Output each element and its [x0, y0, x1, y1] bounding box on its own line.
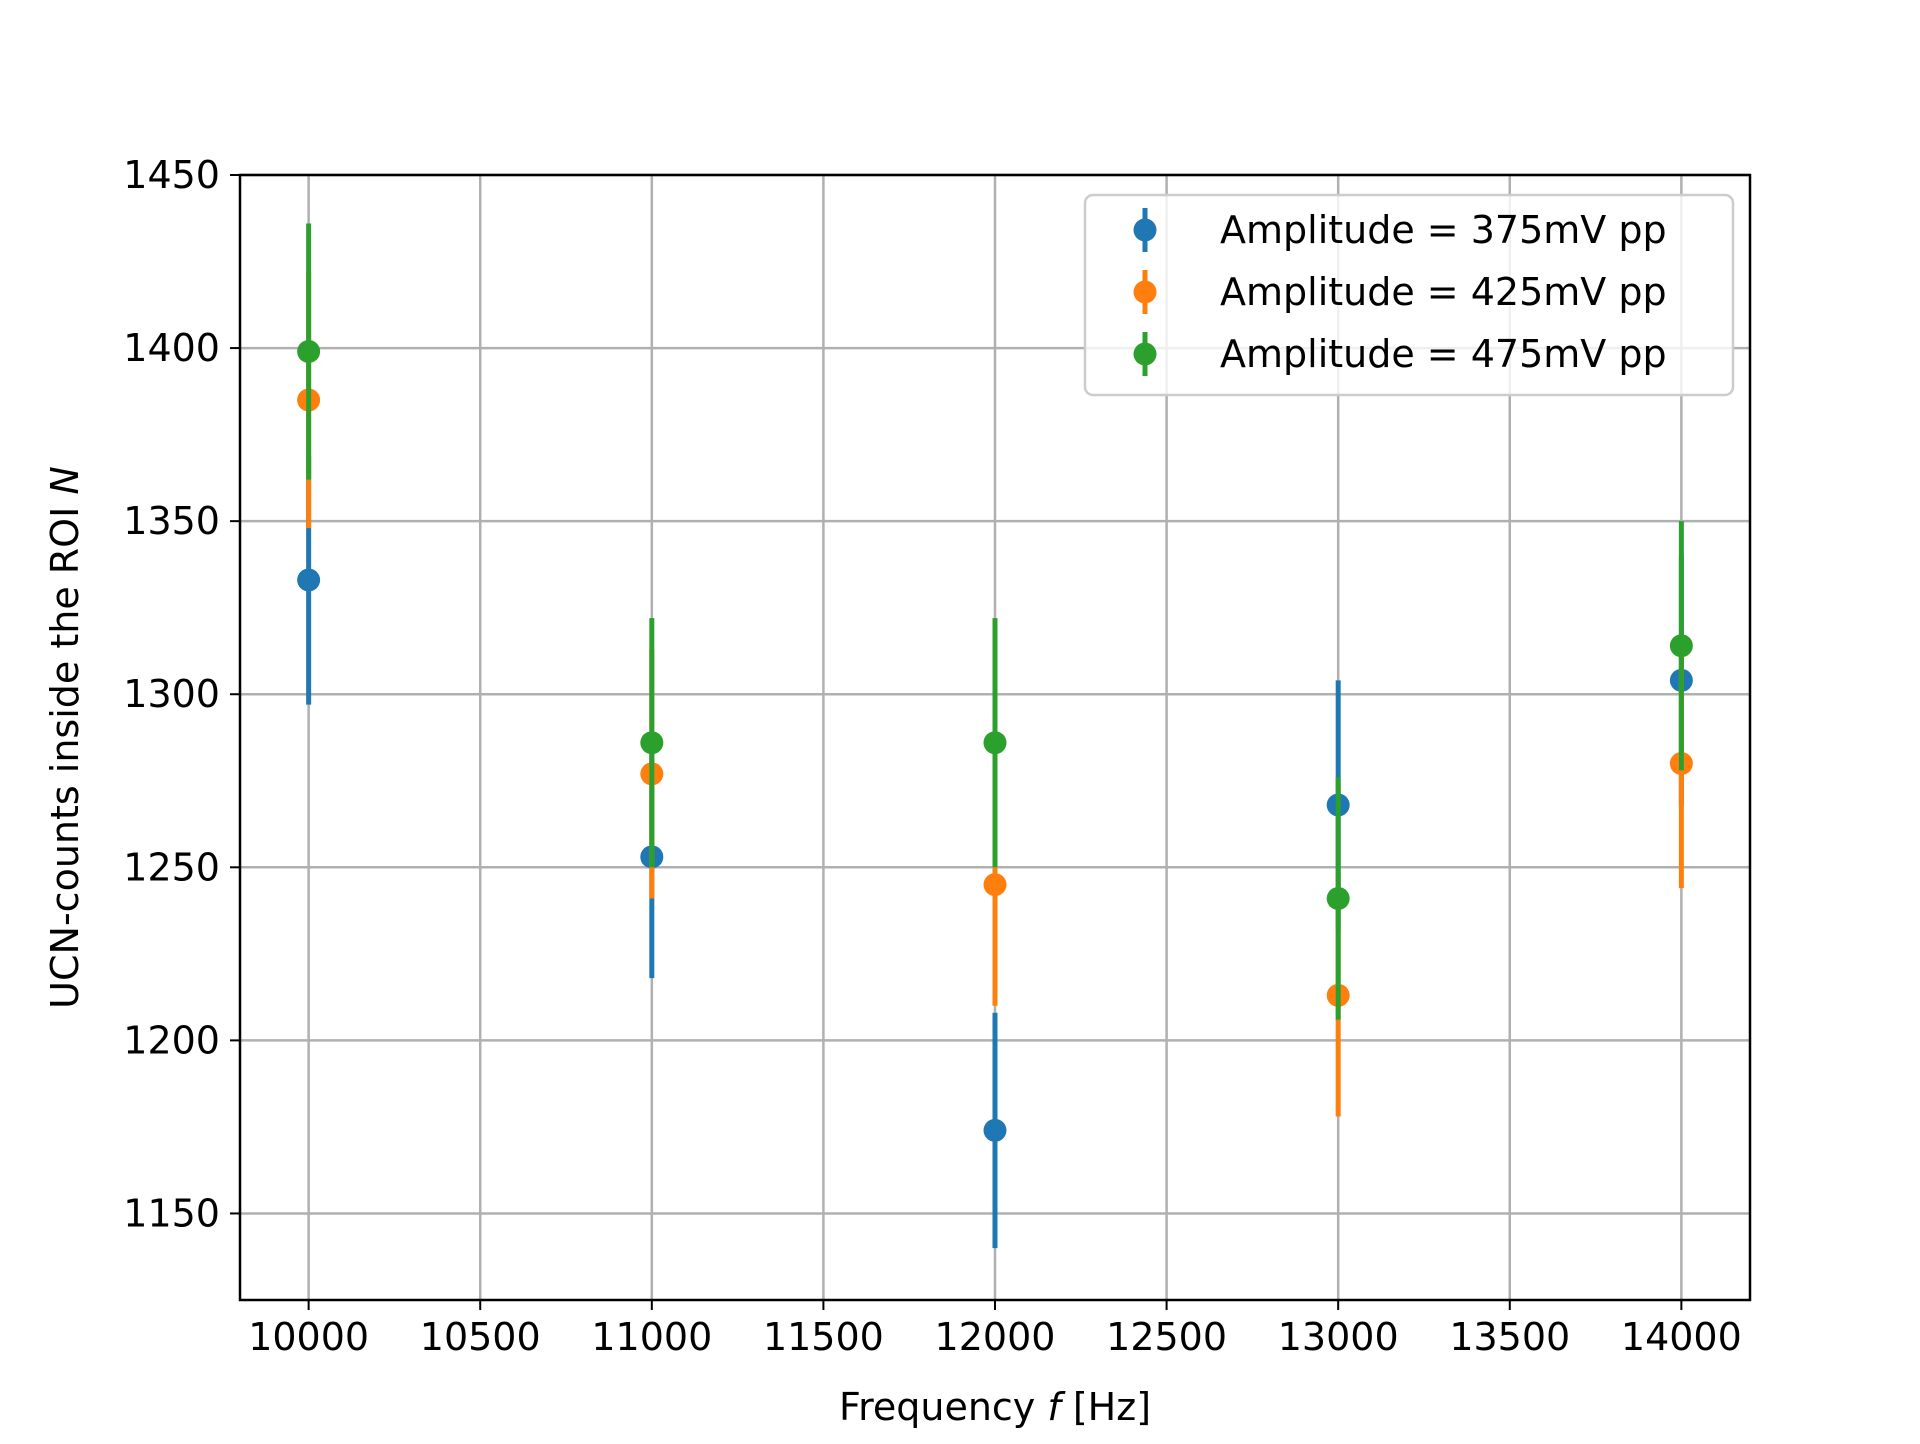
data-point — [983, 1118, 1007, 1142]
legend-box — [1083, 193, 1735, 397]
y-tick-label: 1400 — [123, 326, 220, 370]
x-tick-label: 13000 — [1278, 1315, 1399, 1359]
y-tick-label: 1150 — [123, 1191, 220, 1235]
y-axis-label: UCN-counts inside the ROI N — [43, 466, 87, 1009]
x-tick-label: 13500 — [1449, 1315, 1570, 1359]
y-tick-label: 1200 — [123, 1018, 220, 1062]
data-point — [983, 873, 1007, 897]
legend: Amplitude = 375mV pp Amplitude = 425mV pp… — [1083, 193, 1735, 397]
data-point — [1326, 886, 1350, 910]
y-tick-label: 1250 — [123, 845, 220, 889]
legend-marker — [1133, 280, 1157, 304]
data-point — [297, 568, 321, 592]
x-axis-label: Frequency f [Hz] — [839, 1385, 1151, 1429]
legend-label: Amplitude = 475mV pp — [1220, 332, 1667, 376]
data-point — [983, 731, 1007, 755]
x-tick-label: 12500 — [1106, 1315, 1227, 1359]
legend-label: Amplitude = 375mV pp — [1220, 208, 1667, 252]
y-tick-label: 1350 — [123, 499, 220, 543]
x-tick-label: 10000 — [248, 1315, 369, 1359]
x-tick-label: 11500 — [763, 1315, 884, 1359]
x-tick-label: 12000 — [935, 1315, 1056, 1359]
plot-data — [297, 223, 1693, 1249]
series-group — [297, 223, 1693, 1020]
data-point — [1669, 634, 1693, 658]
y-tick-label: 1300 — [123, 672, 220, 716]
legend-marker — [1133, 342, 1157, 366]
legend-label: Amplitude = 425mV pp — [1220, 270, 1667, 314]
axis-ticks: 10000 10500 11000 11500 12000 12500 13000 13500… — [123, 153, 1742, 1359]
x-tick-label: 11000 — [591, 1315, 712, 1359]
x-tick-label: 10500 — [420, 1315, 541, 1359]
data-point — [640, 731, 664, 755]
data-point — [297, 340, 321, 364]
legend-marker — [1133, 218, 1157, 242]
x-tick-label: 14000 — [1621, 1315, 1742, 1359]
y-tick-label: 1450 — [123, 153, 220, 197]
